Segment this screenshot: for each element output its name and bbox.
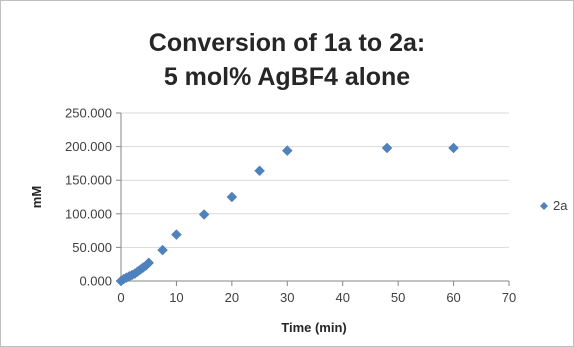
data-point-2a	[157, 244, 168, 256]
x-tick-label: 60	[446, 290, 460, 305]
x-tick-label: 10	[169, 290, 183, 305]
x-axis-title: Time (min)	[281, 320, 347, 335]
y-tick-label: 0.000	[79, 274, 112, 289]
data-point-2a	[381, 142, 393, 154]
y-tick-labels: 0.000 50.000 100.000 150.000 200.000 250.000	[65, 106, 112, 289]
data-point-2a	[226, 191, 238, 203]
data-point-2a	[448, 142, 459, 154]
y-tick-label: 100.000	[65, 206, 112, 221]
chart-title-line-2: 5 mol% AgBF4 alone	[164, 63, 410, 91]
data-point-2a	[254, 165, 265, 177]
axes	[116, 112, 510, 286]
gridlines	[121, 112, 509, 248]
chart-title-line-1: Conversion of 1a to 2a:	[149, 29, 425, 57]
x-tick-label: 0	[117, 290, 124, 305]
y-tick-label: 250.000	[65, 106, 112, 121]
y-axis-title: mM	[29, 186, 44, 208]
data-point-2a	[281, 145, 293, 156]
data-point-2a	[143, 257, 155, 269]
x-tick-labels: 0 10 20 30 40 50 60 70	[117, 290, 516, 305]
y-tick-label: 200.000	[65, 139, 112, 154]
data-points	[115, 142, 459, 287]
data-point-2a	[171, 229, 182, 240]
x-tick-label: 70	[502, 290, 516, 305]
data-point-2a	[198, 209, 210, 220]
y-tick-label: 150.000	[65, 173, 112, 188]
x-tick-label: 20	[225, 290, 239, 305]
x-tick-label: 50	[391, 290, 405, 305]
legend-label-2a: 2a	[553, 198, 568, 213]
x-tick-label: 30	[280, 290, 294, 305]
y-tick-label: 50.000	[72, 240, 112, 255]
x-tick-label: 40	[335, 290, 349, 305]
chart-title: Conversion of 1a to 2a: 5 mol% AgBF4 alo…	[149, 29, 425, 91]
legend-marker-2a	[540, 202, 548, 210]
legend: 2a	[540, 198, 568, 213]
